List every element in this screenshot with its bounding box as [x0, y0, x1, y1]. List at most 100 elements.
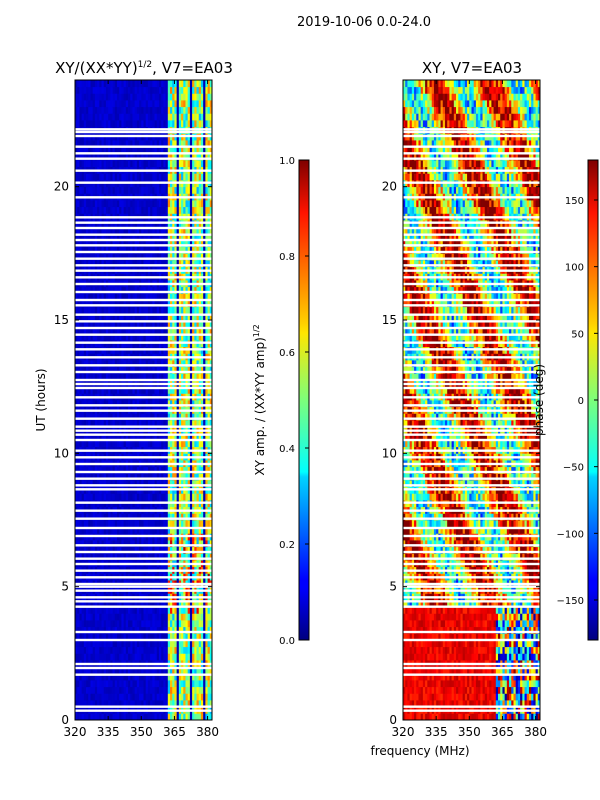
amp-cell	[145, 420, 149, 428]
amp-cell	[200, 226, 204, 234]
amp-cell	[101, 246, 105, 254]
amp-cell	[110, 666, 113, 674]
amp-cell	[150, 326, 153, 334]
amp-cell	[181, 293, 184, 301]
amp-cell	[141, 606, 144, 614]
amp-cell	[143, 306, 147, 314]
amp-cell	[121, 413, 125, 421]
amp-cell	[105, 493, 109, 501]
amp-cell	[141, 653, 144, 661]
amp-cell	[187, 200, 191, 208]
amp-cell	[116, 620, 120, 628]
amp-cell	[86, 233, 89, 241]
amp-cell	[174, 640, 178, 648]
amp-cell	[143, 513, 147, 521]
amp-cell	[198, 246, 202, 254]
amp-cell	[88, 200, 91, 208]
amp-cell	[145, 440, 149, 448]
amp-cell	[203, 526, 206, 534]
amp-cell	[145, 520, 149, 528]
amp-cell	[79, 433, 83, 441]
amp-cell	[200, 480, 204, 488]
amp-cell	[136, 613, 140, 621]
amp-cell	[134, 540, 138, 548]
amp-cell	[121, 473, 125, 481]
amp-cell	[94, 466, 98, 474]
amp-cell	[128, 240, 131, 248]
amp-cell	[94, 433, 98, 441]
amp-cell	[176, 606, 180, 614]
amp-cell	[154, 700, 158, 708]
amp-cell	[143, 240, 147, 248]
amp-cell	[158, 326, 162, 334]
amp-cell	[187, 400, 191, 408]
amp-cell	[152, 306, 155, 314]
amp-cell	[130, 600, 133, 608]
amp-cell	[134, 293, 138, 301]
amp-cell	[105, 206, 109, 214]
amp-cell	[81, 413, 85, 421]
amp-cell	[152, 233, 155, 241]
amp-cell	[88, 386, 91, 394]
amp-cell	[172, 200, 175, 208]
amp-cell	[192, 420, 195, 428]
amp-cell	[161, 520, 164, 528]
amp-cell	[99, 326, 102, 334]
amp-cell	[88, 413, 91, 421]
amp-cell	[136, 306, 140, 314]
amp-cell	[176, 480, 180, 488]
amp-cell	[170, 260, 173, 268]
amp-cell	[187, 366, 191, 374]
amp-cell	[161, 233, 164, 241]
amp-cell	[176, 520, 180, 528]
amp-cell	[81, 240, 85, 248]
amp-cell	[123, 473, 127, 481]
amp-cell	[189, 400, 193, 408]
amp-cell	[90, 646, 94, 654]
amp-cell	[139, 186, 142, 194]
amp-cell	[130, 646, 133, 654]
amp-cell	[108, 653, 111, 661]
amp-cell	[185, 666, 189, 674]
amp-cell	[147, 366, 151, 374]
amp-cell	[165, 253, 169, 261]
amp-cell	[209, 293, 213, 301]
amp-cell	[145, 313, 149, 321]
amp-cell	[83, 626, 87, 634]
amp-cell	[128, 640, 131, 648]
amp-cell	[110, 620, 113, 628]
amp-cell	[136, 526, 140, 534]
amp-cell	[152, 520, 155, 528]
amp-cell	[101, 466, 105, 474]
amp-cell	[170, 520, 173, 528]
amp-cell	[81, 673, 85, 681]
amp-cell	[143, 413, 147, 421]
amp-cell	[176, 600, 180, 608]
amp-cell	[83, 306, 87, 314]
amp-cell	[167, 606, 171, 614]
amp-cell	[119, 646, 122, 654]
amp-cell	[167, 673, 171, 681]
amp-cell	[174, 246, 178, 254]
amp-cell	[143, 613, 147, 621]
amp-cell	[187, 233, 191, 241]
amp-cell	[165, 600, 169, 608]
amp-cell	[189, 233, 193, 241]
amp-cell	[174, 606, 178, 614]
amp-cell	[147, 553, 151, 561]
amp-cell	[152, 286, 155, 294]
amp-cell	[105, 600, 109, 608]
amp-cell	[207, 713, 211, 721]
amp-cell	[185, 293, 189, 301]
amp-cell	[156, 386, 160, 394]
amp-cell	[189, 606, 193, 614]
amp-cell	[154, 326, 158, 334]
amp-cell	[139, 546, 142, 554]
amp-cell	[141, 320, 144, 328]
amp-cell	[174, 233, 178, 241]
amp-cell	[165, 620, 169, 628]
amp-cell	[172, 606, 175, 614]
amp-cell	[97, 520, 100, 528]
amp-cell	[132, 293, 136, 301]
amp-cell	[150, 553, 153, 561]
